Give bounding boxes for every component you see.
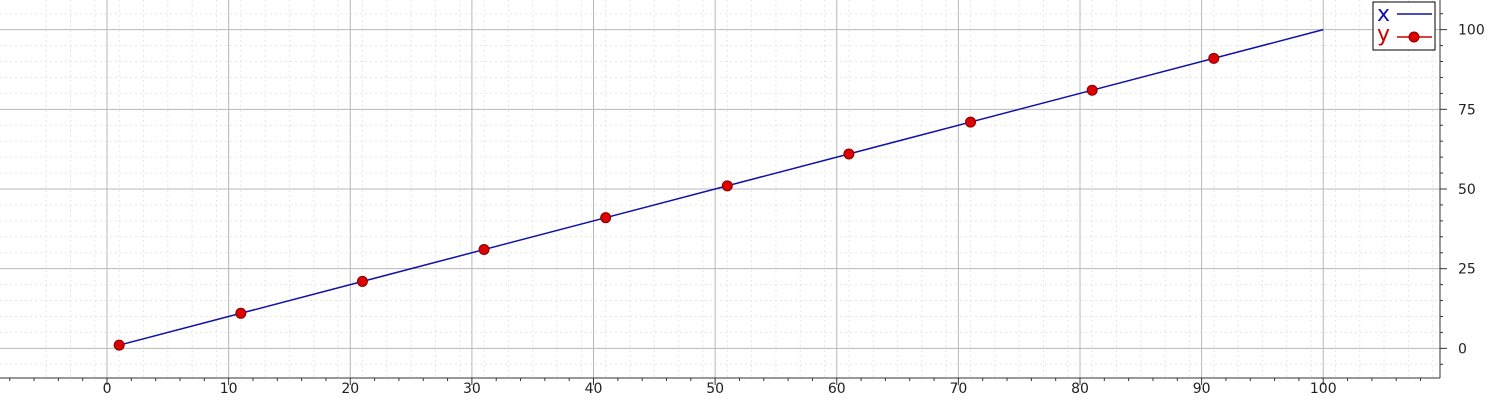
y-tick-label: 25	[1458, 262, 1476, 278]
x-tick-label: 80	[1071, 381, 1089, 397]
series-point-y	[843, 148, 855, 160]
y-axis: 0 25 50 75 100	[1439, 0, 1485, 378]
y-tick-label: 100	[1458, 23, 1485, 39]
x-tick-label: 90	[1193, 381, 1211, 397]
series-point-y	[356, 275, 368, 287]
legend-box	[1372, 1, 1436, 51]
series-point-y	[1086, 84, 1098, 96]
x-tick-label: 20	[341, 381, 359, 397]
series-line-x	[118, 28, 1324, 346]
x-tick-label: 100	[1310, 381, 1337, 397]
x-tick-label: 70	[949, 381, 967, 397]
y-tick-label: 75	[1458, 102, 1476, 118]
series-point-y	[113, 339, 125, 351]
series-point-y	[965, 116, 977, 128]
series-point-y	[478, 244, 490, 256]
x-tick-label: 0	[103, 381, 112, 397]
x-axis: 0 10 20 30 40 50 60 70 80 90 100	[0, 377, 1440, 397]
plot-series	[113, 28, 1324, 351]
series-point-y	[1208, 52, 1220, 64]
x-tick-label: 10	[220, 381, 238, 397]
series-point-y	[235, 307, 247, 319]
legend-label-y: y	[1377, 22, 1390, 47]
x-tick-label: 40	[585, 381, 603, 397]
minor-grid	[0, 0, 1440, 378]
series-point-y	[721, 180, 733, 192]
series-point-y	[600, 212, 612, 224]
y-tick-label: 0	[1458, 341, 1467, 357]
legend-label-x: x	[1377, 2, 1390, 27]
y-tick-label: 50	[1458, 182, 1476, 198]
x-tick-label: 50	[706, 381, 724, 397]
x-tick-label: 60	[828, 381, 846, 397]
major-grid	[0, 0, 1440, 378]
legend-marker-y	[1408, 31, 1420, 43]
legend: x y	[1372, 1, 1436, 51]
x-tick-label: 30	[463, 381, 481, 397]
